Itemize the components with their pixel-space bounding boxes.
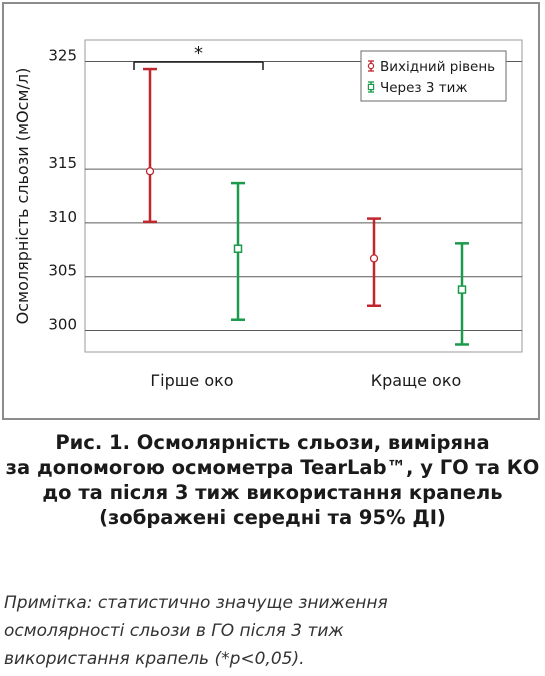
y-tick-label: 310	[48, 208, 77, 226]
caption-line: Рис. 1. Осмолярність сльози, виміряна	[55, 431, 490, 454]
y-axis-label: Осмолярність сльози (мОсм/л)	[13, 68, 32, 325]
x-tick-label: Краще око	[371, 371, 462, 390]
y-tick-label: 315	[48, 154, 77, 172]
note-line: використання крапель (*р<0,05).	[4, 649, 305, 669]
legend-marker-square	[367, 83, 375, 91]
figure-caption: Рис. 1. Осмолярність сльози, виміряна за…	[0, 430, 545, 530]
figure-note: Примітка: статистично значуще зниження о…	[4, 589, 534, 673]
note-line: осмолярності сльози в ГО після 3 тиж	[4, 621, 344, 641]
note-line: Примітка: статистично значуще зниження	[4, 593, 388, 613]
x-tick-label: Гірше око	[150, 371, 233, 390]
mean-point-square	[457, 285, 467, 294]
legend-marker-circle	[367, 62, 375, 70]
caption-line: (зображені середні та 95% ДІ)	[99, 506, 446, 529]
legend-label: Через 3 тиж	[380, 80, 468, 96]
caption-line: до та після 3 тиж використання крапель	[42, 481, 503, 504]
caption-line: за допомогою осмометра TearLab™, у ГО та…	[5, 456, 540, 479]
error-bar-chart: 300 305 310 315 325 Осмолярність сльози (мОсм…	[13, 39, 523, 390]
plot-area	[84, 39, 523, 353]
mean-point-circle	[145, 167, 155, 176]
y-tick-label: 300	[48, 315, 77, 333]
y-tick-label: 305	[48, 262, 77, 280]
significance-asterisk: *	[194, 43, 203, 64]
mean-point-circle	[369, 254, 379, 263]
legend-label: Вихідний рівень	[380, 59, 495, 75]
y-tick-label: 325	[48, 47, 77, 65]
legend-box	[360, 50, 507, 102]
mean-point-square	[233, 244, 243, 253]
